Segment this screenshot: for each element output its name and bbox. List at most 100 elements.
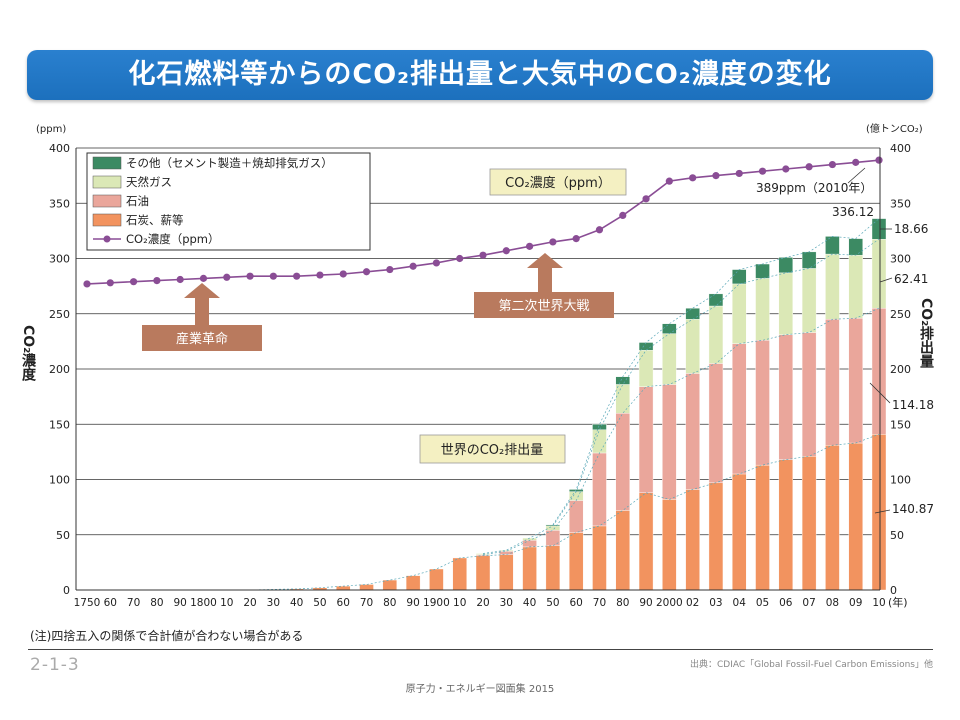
co2-point [549, 238, 557, 246]
legend-swatch-oil [92, 194, 122, 208]
legend-swatch-coal [92, 213, 122, 227]
bar-other [825, 236, 840, 255]
x-tick-label: 1900 [423, 597, 450, 609]
left-axis-label: CO₂濃度 [20, 325, 36, 383]
co2-end-label: 389ppm（2010年） [756, 181, 872, 195]
x-tick-label: 05 [756, 597, 769, 609]
bar-other [685, 308, 700, 320]
legend-label-co2: CO₂濃度（ppm） [126, 232, 220, 246]
bar-gas [825, 253, 840, 320]
bar-gas [545, 525, 561, 531]
co2-point [619, 211, 627, 220]
bar-gas [732, 283, 747, 344]
bar-coal [568, 532, 584, 591]
bar-oil [568, 500, 584, 533]
x-tick-label: 03 [709, 597, 722, 609]
x-tick-label: 1800 [190, 597, 217, 609]
bar-oil [871, 307, 887, 435]
co2-point [572, 235, 580, 243]
x-tick-label: 04 [733, 597, 747, 609]
bar-coal [475, 555, 491, 591]
co2-point [479, 251, 487, 259]
x-tick-label: 80 [616, 597, 629, 609]
co2-point [595, 226, 604, 234]
ww2-label: 第二次世界大戦 [498, 298, 589, 314]
legend-swatch-gas [92, 175, 122, 189]
title-bar: 化石燃料等からのCO₂排出量と大気中のCO₂濃度の変化 [27, 50, 933, 100]
co2-callout-label: CO₂濃度（ppm） [505, 175, 611, 191]
bar-oil [778, 334, 794, 460]
x-tick-label: 30 [500, 597, 513, 609]
right-axis-label: CO₂排出量 [918, 298, 934, 370]
left-unit: (ppm) [36, 124, 66, 135]
legend-swatch-other [92, 156, 122, 170]
industrial-revolution-callout: 産業革命 [142, 283, 262, 351]
bar-other [778, 257, 794, 274]
co2-point [293, 272, 301, 280]
left-tick-label: 0 [63, 584, 70, 597]
bar-oil [615, 413, 630, 511]
legend-label-gas: 天然ガス [126, 175, 172, 189]
bar-coal [615, 510, 630, 591]
x-tick-label: 10 [220, 597, 233, 609]
bar-coal [592, 525, 607, 591]
trend-line-oil [482, 307, 880, 555]
bar-coal [708, 482, 724, 591]
other-2010-label: 18.66 [894, 222, 928, 236]
left-tick-label: 150 [49, 418, 70, 431]
co2-point [129, 278, 138, 286]
bar-oil [825, 319, 840, 446]
bar-coal [685, 489, 700, 591]
right-tick-label: 400 [890, 142, 911, 155]
x-tick-label: 90 [639, 597, 652, 609]
right-tick-label: 300 [890, 253, 911, 266]
right-tick-label: 50 [890, 529, 904, 542]
x-tick-label: 09 [849, 597, 862, 609]
bar-gas [801, 268, 817, 333]
co2-points [83, 156, 883, 288]
coal-2010-leader [874, 509, 891, 514]
x-tick-label: 30 [267, 597, 280, 609]
legend-label-coal: 石炭、薪等 [126, 213, 184, 227]
co2-point [83, 280, 91, 288]
legend: その他（セメント製造＋焼却排気ガス） 天然ガス 石油 石炭、薪等 CO₂濃度（p… [86, 152, 371, 251]
co2-point [223, 273, 231, 281]
co2-point [362, 268, 371, 276]
x-tick-label: 90 [406, 597, 419, 609]
co2-point [339, 270, 347, 278]
x-tick-label: 40 [290, 597, 303, 609]
bar-gas [662, 333, 677, 385]
x-tick-label: 80 [150, 597, 163, 609]
left-tick-label: 300 [49, 253, 70, 266]
left-tick-label: 100 [49, 474, 70, 487]
x-unit: (年) [888, 595, 908, 609]
coal-2010-label: 140.87 [892, 502, 934, 516]
bar-oil [732, 343, 747, 475]
bar-coal [382, 579, 398, 591]
emission-callout-label: 世界のCO₂排出量 [441, 443, 544, 458]
x-tick-label: 1750 [74, 597, 101, 609]
footnote: (注)四捨五入の関係で合計値が合わない場合がある [30, 629, 304, 643]
bar-oil [685, 373, 700, 490]
co2-point [828, 160, 837, 169]
page-title: 化石燃料等からのCO₂排出量と大気中のCO₂濃度の変化 [128, 59, 832, 90]
co2-point [712, 172, 720, 180]
bar-coal [825, 445, 840, 591]
right-tick-label: 0 [890, 584, 897, 597]
co2-point [805, 163, 813, 171]
co2-point [176, 275, 184, 284]
bar-other [708, 293, 724, 307]
bar-gas [615, 384, 630, 414]
x-tick-label: 60 [337, 597, 350, 609]
bar-coal [429, 568, 444, 591]
co2-point [502, 247, 510, 255]
bar-other [801, 251, 817, 269]
bar-other [615, 376, 630, 385]
x-tick-label: 80 [383, 597, 396, 609]
co2-point [525, 242, 534, 250]
bar-oil [592, 452, 607, 527]
x-tick-label: 06 [779, 597, 793, 609]
trend-line-other [552, 218, 880, 525]
legend-label-oil: 石油 [126, 194, 149, 208]
